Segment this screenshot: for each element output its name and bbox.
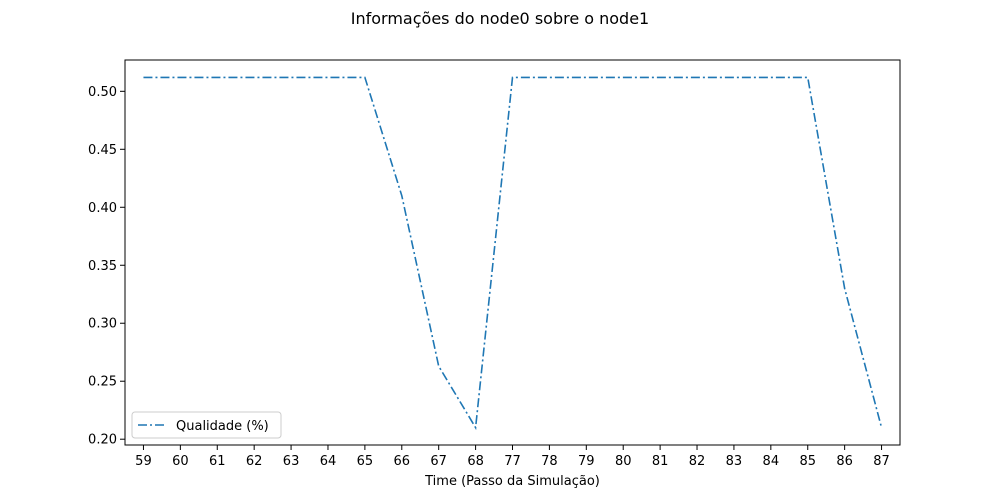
x-tick-label: 61: [209, 454, 226, 469]
x-tick-label: 59: [135, 454, 152, 469]
x-tick-label: 62: [246, 454, 263, 469]
x-tick-label: 83: [726, 454, 743, 469]
x-tick-label: 63: [283, 454, 300, 469]
x-tick-label: 80: [615, 454, 632, 469]
y-tick-label: 0.20: [88, 433, 117, 448]
x-tick-label: 79: [578, 454, 595, 469]
plot-frame: [124, 59, 901, 446]
x-axis-label: Time (Passo da Simulação): [424, 474, 600, 489]
y-tick-label: 0.45: [88, 143, 117, 158]
y-tick-label: 0.40: [88, 201, 117, 216]
legend: Qualidade (%): [131, 411, 282, 439]
legend-label: Qualidade (%): [176, 419, 269, 434]
y-tick-label: 0.25: [88, 375, 117, 390]
x-tick-label: 66: [394, 454, 411, 469]
x-tick-label: 68: [467, 454, 484, 469]
x-tick-label: 65: [357, 454, 374, 469]
x-tick-label: 86: [836, 454, 853, 469]
x-tick-label: 60: [172, 454, 189, 469]
x-tick-label: 82: [689, 454, 706, 469]
y-tick-label: 0.50: [88, 85, 117, 100]
legend-box: [131, 411, 282, 439]
series-line-qualidade: [143, 76, 883, 431]
x-tick-label: 85: [799, 454, 816, 469]
x-axis: 59 60 61 62 63 64 65 66 67 68 77 78 79 80 81 82 83 84 85 86…: [135, 445, 890, 469]
x-tick-label: 67: [430, 454, 447, 469]
y-axis: 0.20 0.25 0.30 0.35 0.40 0.45 0.50: [88, 85, 125, 448]
x-tick-label: 64: [320, 454, 337, 469]
chart-title: Informações do node0 sobre o node1: [351, 9, 649, 28]
x-tick-label: 87: [873, 454, 890, 469]
y-tick-label: 0.35: [88, 259, 117, 274]
x-tick-label: 81: [652, 454, 669, 469]
x-tick-label: 84: [763, 454, 780, 469]
y-tick-label: 0.30: [88, 317, 117, 332]
x-tick-label: 78: [541, 454, 558, 469]
x-tick-label: 77: [504, 454, 521, 469]
